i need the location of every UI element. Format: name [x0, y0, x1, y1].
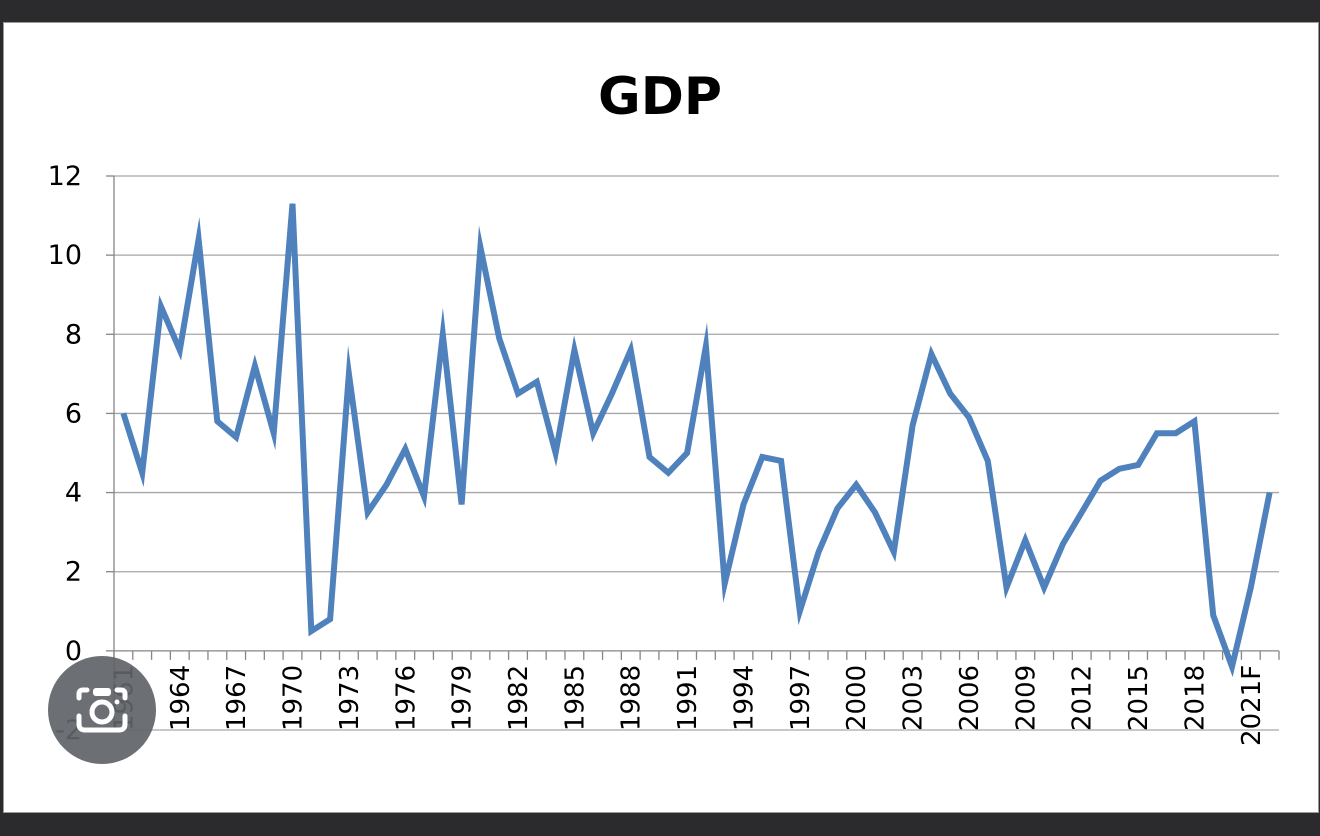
camera-search-button[interactable] — [48, 656, 156, 764]
data-point — [536, 381, 538, 383]
data-point — [235, 436, 237, 438]
data-point — [611, 393, 613, 395]
data-point — [930, 353, 932, 355]
data-point — [1137, 464, 1139, 466]
data-point — [423, 496, 425, 497]
x-tick-label: 1973 — [335, 665, 365, 731]
camera-icon — [76, 687, 128, 733]
data-point — [630, 349, 632, 351]
data-point — [141, 472, 143, 474]
x-tick-label: 1982 — [504, 665, 534, 731]
data-point — [968, 416, 970, 418]
data-point — [329, 618, 331, 620]
y-tick-label: 10 — [48, 240, 82, 271]
data-point — [1118, 468, 1120, 470]
data-point — [912, 424, 914, 426]
data-point — [517, 393, 519, 395]
data-point — [367, 511, 369, 513]
data-point — [348, 373, 350, 375]
data-point — [1062, 543, 1064, 545]
series-line-0 — [120, 203, 1273, 678]
data-point — [461, 503, 463, 505]
x-tick-label: 2015 — [1124, 665, 1154, 731]
x-tick-label: 2012 — [1068, 665, 1098, 731]
x-tick-label: 1964 — [166, 665, 196, 731]
data-point — [310, 630, 312, 632]
data-point — [1212, 614, 1214, 616]
data-point — [216, 420, 218, 422]
data-point — [987, 460, 989, 462]
data-point — [649, 456, 650, 458]
data-point — [498, 337, 500, 339]
data-point — [592, 432, 594, 434]
x-tick-label: 2018 — [1180, 665, 1210, 731]
data-point — [198, 238, 200, 240]
y-tick-label: 2 — [65, 557, 82, 588]
data-point — [1043, 587, 1045, 588]
data-point — [1024, 539, 1026, 541]
data-point — [1081, 511, 1083, 513]
data-point — [555, 452, 557, 454]
x-tick-label: 1988 — [617, 665, 647, 731]
data-point — [667, 472, 669, 474]
x-tick-label: 1967 — [222, 665, 252, 731]
x-tick-label: 1979 — [448, 665, 478, 731]
data-point — [780, 460, 782, 462]
x-tick-label: 2009 — [1011, 665, 1041, 731]
chart: GDP -2024681012 196119641967197019731976… — [48, 67, 1280, 746]
data-point — [1193, 420, 1195, 422]
data-point — [1156, 432, 1158, 434]
data-point — [1006, 587, 1007, 588]
data-point — [292, 203, 293, 205]
data-point — [818, 551, 820, 553]
y-tick-label: 0 — [65, 636, 82, 667]
data-point — [836, 507, 838, 509]
y-tick-label: 6 — [65, 398, 82, 429]
chart-frame: GDP -2024681012 196119641967197019731976… — [3, 22, 1319, 813]
data-point — [705, 345, 707, 347]
data-point — [1100, 480, 1101, 482]
y-tick-label: 4 — [65, 478, 82, 509]
data-point — [686, 452, 688, 454]
x-tick-label: 2006 — [955, 665, 985, 731]
x-tick-label: 2021F — [1237, 665, 1267, 746]
data-point — [724, 583, 726, 585]
data-point — [799, 610, 801, 612]
x-tick-label: 2000 — [842, 665, 872, 731]
x-tick-label: 1991 — [673, 665, 703, 731]
data-point — [855, 484, 857, 486]
data-point — [386, 484, 387, 486]
data-point — [761, 456, 763, 458]
data-point — [1175, 432, 1177, 434]
data-point — [479, 246, 481, 248]
data-point — [573, 349, 575, 351]
chart-title: GDP — [598, 67, 722, 127]
data-point — [179, 349, 181, 351]
y-tick-label: 12 — [48, 161, 82, 192]
data-point — [404, 448, 406, 450]
data-point — [442, 333, 444, 335]
data-point — [273, 432, 275, 434]
x-tick-label: 1970 — [279, 665, 309, 731]
data-point — [949, 393, 951, 395]
data-point — [160, 306, 162, 308]
x-tick-label: 2003 — [899, 665, 929, 731]
data-point — [743, 503, 744, 505]
data-point — [1250, 587, 1252, 588]
x-tick-label: 1997 — [786, 665, 816, 731]
data-point — [874, 511, 876, 513]
data-point — [893, 551, 895, 553]
data-point — [122, 412, 124, 414]
x-tick-label: 1994 — [730, 665, 760, 731]
y-tick-label: 8 — [65, 319, 82, 350]
data-point — [254, 365, 256, 367]
x-tick-label: 1976 — [391, 665, 421, 731]
x-tick-label: 1985 — [560, 665, 590, 731]
data-point — [1269, 492, 1271, 494]
data-point — [1231, 666, 1233, 668]
